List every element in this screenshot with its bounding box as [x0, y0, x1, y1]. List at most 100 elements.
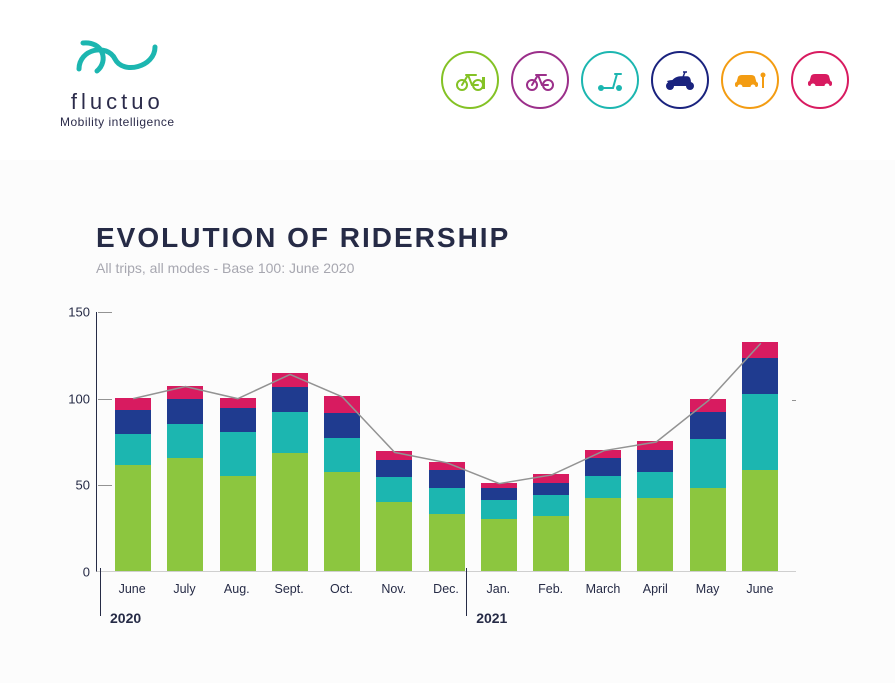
bar-segment-station_bike [637, 498, 673, 571]
free-bike-icon[interactable] [511, 51, 569, 109]
bar-segment-moped [637, 450, 673, 473]
year-slot [734, 610, 786, 626]
bar-segment-moped [585, 458, 621, 475]
bar-segment-scooter [324, 438, 360, 473]
bar-segment-moped [429, 470, 465, 487]
bar-segment-station_bike [481, 519, 517, 571]
y-tick-label: 100 [68, 391, 90, 406]
bar-segment-other [167, 386, 203, 400]
bar-segment-station_bike [220, 476, 256, 571]
year-slot [681, 610, 733, 626]
bar-slot [316, 312, 368, 571]
bar-slot [734, 312, 786, 571]
bar-segment-scooter [637, 472, 673, 498]
bar-segment-scooter [167, 424, 203, 459]
bar-slot [420, 312, 472, 571]
y-tick-label: 0 [83, 565, 90, 580]
x-axis: JuneJulyAug.Sept.Oct.Nov.Dec.Jan.Feb.Mar… [96, 582, 796, 596]
x-tick-label: March [577, 582, 629, 596]
bar-segment-other [742, 342, 778, 358]
bar-slot [159, 312, 211, 571]
bar-segment-station_bike [272, 453, 308, 571]
content: EVOLUTION OF RIDERSHIP All trips, all mo… [0, 160, 895, 683]
x-tick-label: July [158, 582, 210, 596]
bar-segment-moped [167, 399, 203, 423]
bar-segment-station_bike [376, 502, 412, 571]
chart: 050100150 JuneJulyAug.Sept.Oct.Nov.Dec.J… [96, 312, 796, 652]
year-slot [577, 610, 629, 626]
x-tick-label: Aug. [211, 582, 263, 596]
bar-segment-moped [481, 488, 517, 500]
x-tick-label: June [734, 582, 786, 596]
bar-segment-moped [533, 483, 569, 495]
x-tick-label: Feb. [525, 582, 577, 596]
year-slot: 2020 [106, 610, 158, 626]
bar-segment-other [272, 373, 308, 387]
car-station-icon[interactable] [721, 51, 779, 109]
y-tick-label: 150 [68, 305, 90, 320]
year-slot [368, 610, 420, 626]
bar-slot [525, 312, 577, 571]
bar-segment-other [429, 462, 465, 471]
y-tick-label: 50 [76, 478, 90, 493]
bar-segment-station_bike [742, 470, 778, 571]
stacked-bar [429, 462, 465, 571]
bar-segment-other [220, 398, 256, 408]
bar-segment-scooter [429, 488, 465, 514]
x-tick-label: May [681, 582, 733, 596]
bar-segment-moped [115, 410, 151, 434]
chart-title: EVOLUTION OF RIDERSHIP [96, 222, 845, 254]
bar-slot [577, 312, 629, 571]
x-tick-label: Jan. [472, 582, 524, 596]
bar-segment-station_bike [167, 458, 203, 571]
x-tick-label: April [629, 582, 681, 596]
stacked-bar [115, 398, 151, 571]
stacked-bar [167, 386, 203, 571]
x-tick-label: June [106, 582, 158, 596]
mode-icon-row [441, 51, 849, 109]
bar-slot [211, 312, 263, 571]
stacked-bar [220, 398, 256, 571]
bar-segment-scooter [272, 412, 308, 454]
car-free-icon[interactable] [791, 51, 849, 109]
year-slot [211, 610, 263, 626]
bar-segment-moped [272, 387, 308, 411]
year-row: 2020 2021 [96, 610, 796, 626]
bar-segment-moped [220, 408, 256, 432]
bar-slot [682, 312, 734, 571]
year-slot: 2021 [472, 610, 524, 626]
end-marker [792, 400, 796, 401]
logo-mark-icon [67, 31, 167, 81]
bar-segment-moped [742, 358, 778, 394]
bar-segment-other [690, 399, 726, 411]
chart-subtitle: All trips, all modes - Base 100: June 20… [96, 260, 845, 276]
scooter-icon[interactable] [581, 51, 639, 109]
bars-container [97, 312, 796, 571]
bar-segment-moped [324, 413, 360, 437]
station-bike-icon[interactable] [441, 51, 499, 109]
bar-segment-scooter [220, 432, 256, 475]
bar-segment-station_bike [533, 516, 569, 571]
stacked-bar [324, 396, 360, 571]
year-slot [158, 610, 210, 626]
year-slot [315, 610, 367, 626]
bar-slot [368, 312, 420, 571]
moped-icon[interactable] [651, 51, 709, 109]
logo-name: fluctuo [71, 89, 164, 115]
stacked-bar [637, 441, 673, 571]
logo-tagline: Mobility intelligence [60, 115, 175, 129]
logo: fluctuo Mobility intelligence [60, 31, 175, 129]
y-axis: 050100150 [52, 312, 96, 572]
bar-segment-other [585, 450, 621, 459]
x-tick-label: Dec. [420, 582, 472, 596]
bar-slot [107, 312, 159, 571]
bar-segment-station_bike [324, 472, 360, 571]
bar-slot [264, 312, 316, 571]
bar-segment-scooter [690, 439, 726, 488]
year-slot [263, 610, 315, 626]
bar-segment-other [533, 474, 569, 483]
bar-segment-scooter [481, 500, 517, 519]
bar-segment-scooter [376, 477, 412, 501]
bar-segment-scooter [742, 394, 778, 470]
stacked-bar [272, 373, 308, 571]
